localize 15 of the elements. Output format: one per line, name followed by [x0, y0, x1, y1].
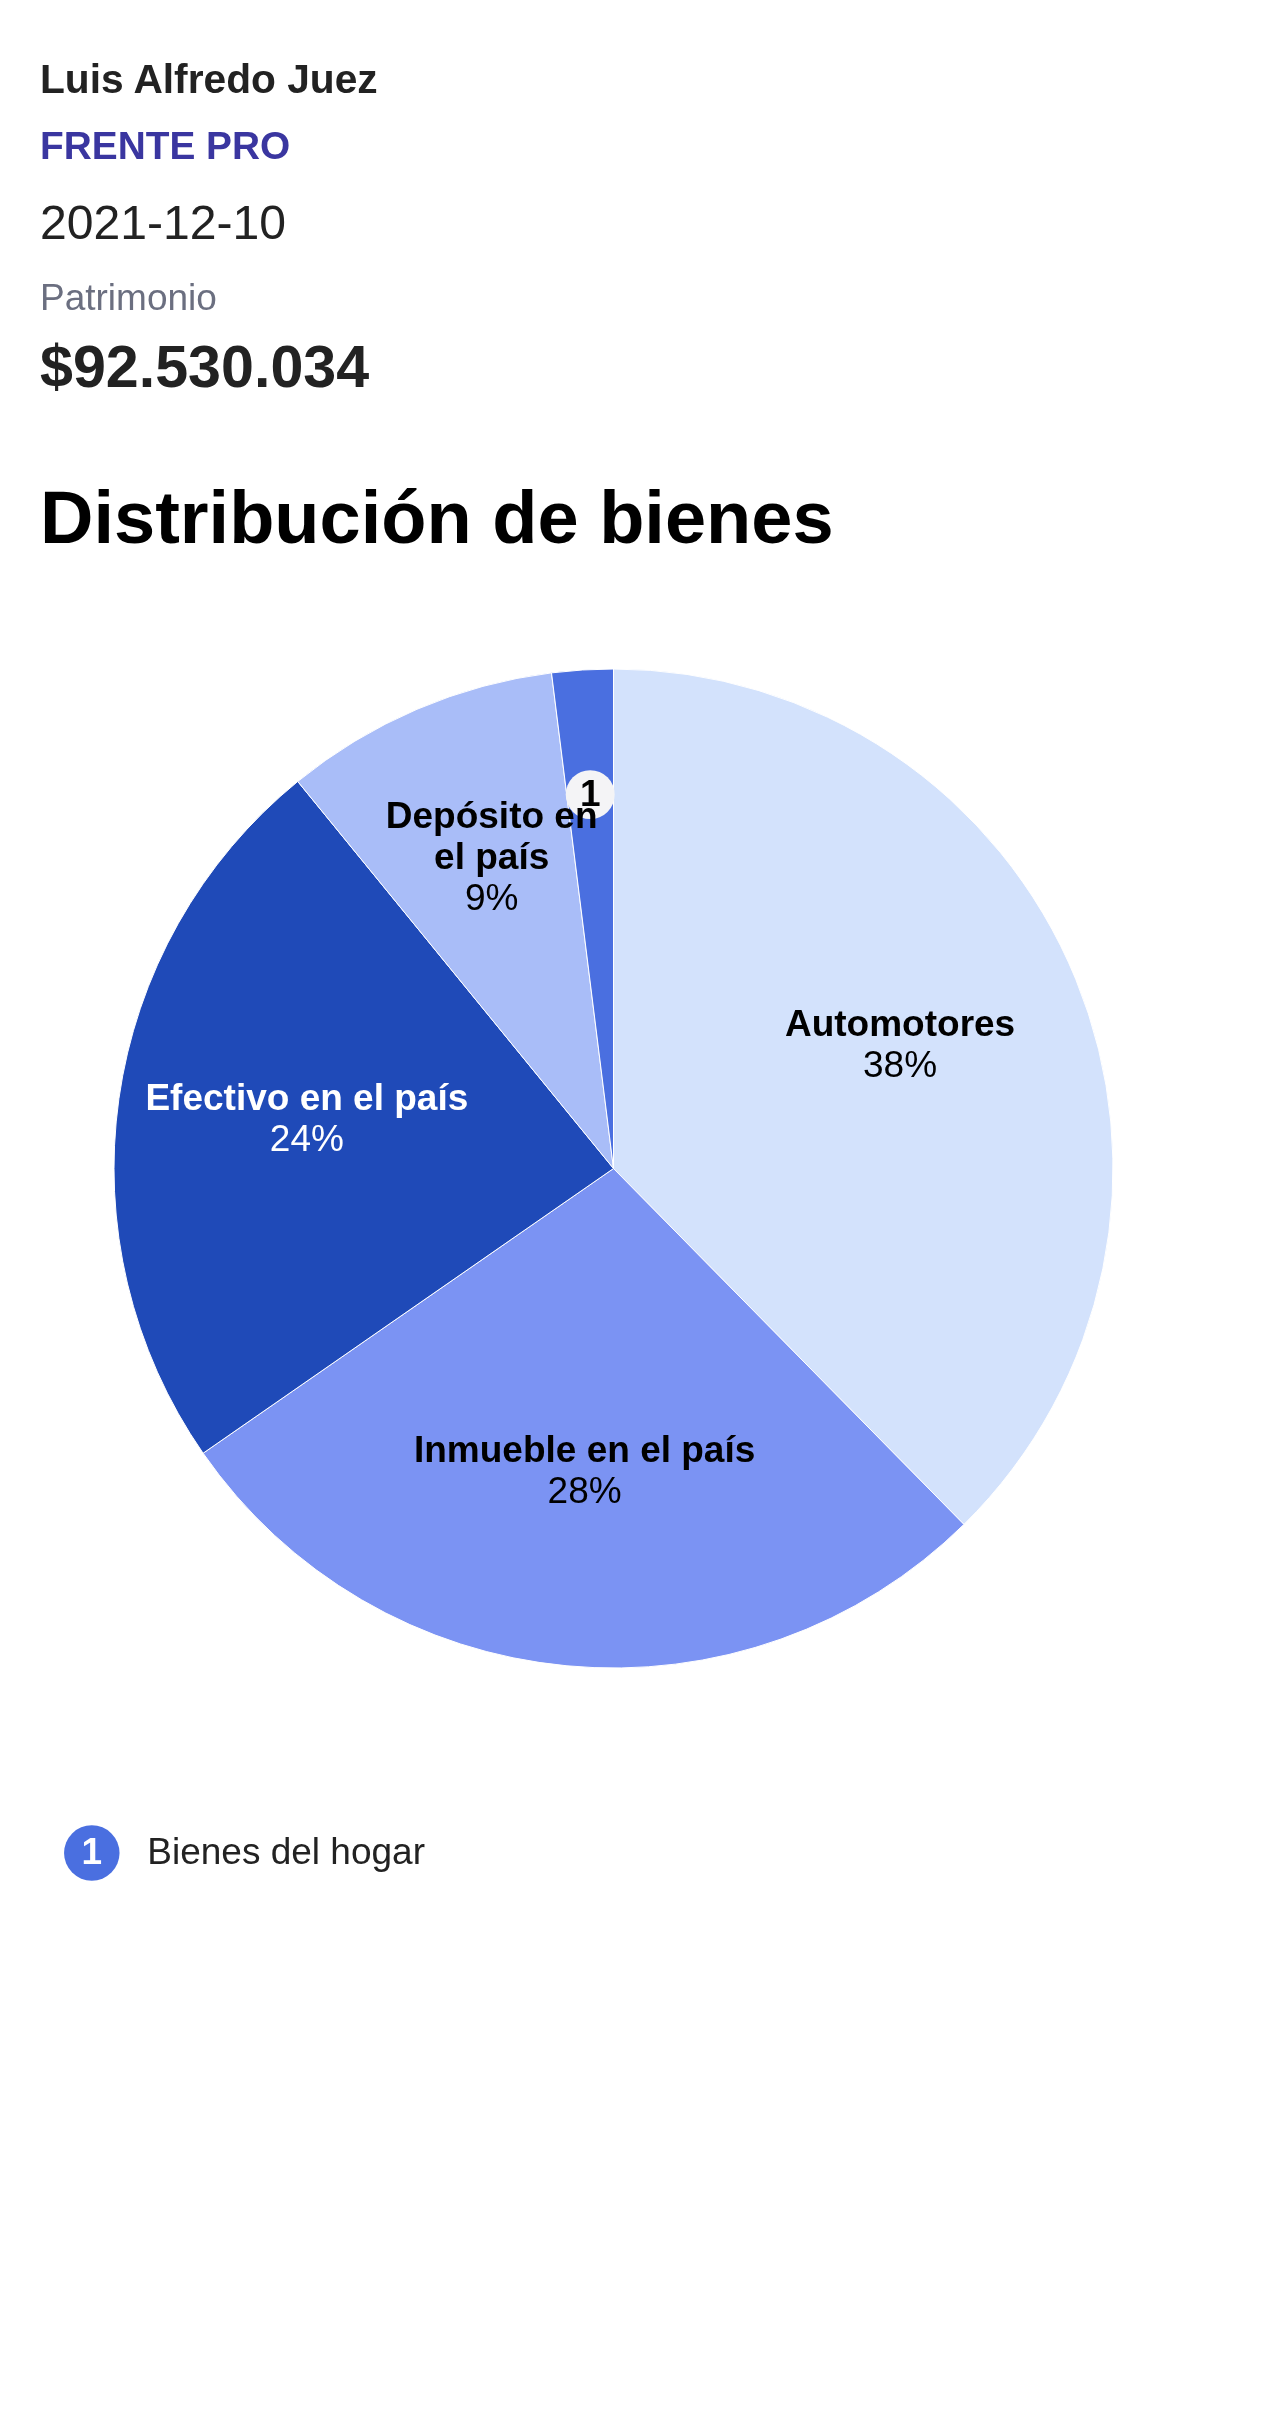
slice-label: Inmueble en el país — [413, 1428, 756, 1470]
text: 2021-12-10 — [40, 195, 287, 249]
text: 1 — [81, 1831, 103, 1872]
legend-label: Bienes del hogar — [147, 1831, 425, 1872]
text: Luis Alfredo Juez — [40, 55, 378, 102]
text: Patrimonio — [40, 277, 217, 318]
data-label: 9% — [464, 876, 519, 918]
text: FRENTE PRO — [40, 124, 291, 168]
text: $92.530.034 — [40, 333, 370, 401]
data-label: 38% — [863, 1043, 938, 1085]
chart-title: Distribución de bienes — [40, 476, 834, 559]
slice-label: Automotores — [784, 1003, 1016, 1045]
slice-label: Efectivo en el país — [145, 1077, 469, 1119]
data-label: 28% — [547, 1469, 622, 1511]
data-label: 24% — [269, 1118, 344, 1160]
